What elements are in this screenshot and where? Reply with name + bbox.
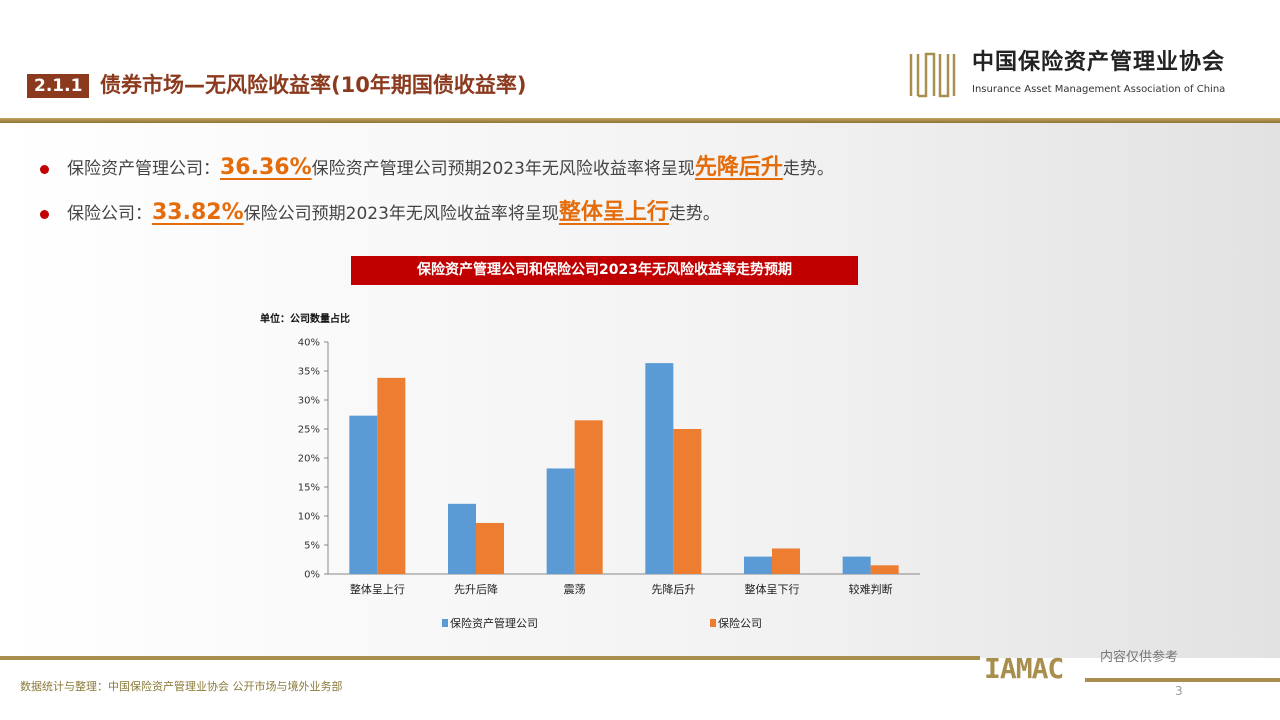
x-tick-label: 整体呈上行 (350, 582, 405, 596)
bar-insurer (574, 420, 603, 574)
bar-insurer (870, 565, 899, 574)
bar-insurer (377, 377, 406, 574)
y-tick-label: 15% (298, 483, 320, 494)
bullet-trend: 整体呈上行 (558, 200, 669, 225)
x-tick-label: 震荡 (564, 583, 586, 596)
x-tick-label: 整体呈下行 (745, 582, 800, 596)
bullet-text: 保险公司预期2023年无风险收益率将呈现 (243, 204, 559, 224)
disclaimer: 内容仅供参考 (1100, 650, 1179, 665)
y-tick-label: 0% (304, 570, 320, 581)
y-tick-label: 10% (298, 512, 320, 523)
bullet-dot-icon (40, 209, 49, 219)
bar-insurer (772, 548, 800, 574)
bullet-suffix: 走势。 (782, 159, 834, 179)
page-title: 债券市场—无风险收益率(10年期国债收益率) (100, 73, 527, 97)
slide-background (0, 122, 1280, 658)
bar-asset-mgmt (349, 415, 378, 574)
unit-label: 单位：公司数量占比 (260, 312, 350, 325)
footer-divider-right (1085, 678, 1280, 682)
section-number: 2.1.1 (27, 74, 90, 98)
bar-insurer (476, 522, 504, 574)
logo-text-cn: 中国保险资产管理业协会 (972, 50, 1226, 75)
bullet-value: 33.82% (152, 200, 244, 225)
bar-asset-mgmt (842, 556, 871, 574)
y-tick-label: 30% (298, 396, 320, 407)
bar-asset-mgmt (448, 503, 476, 574)
bar-asset-mgmt (744, 556, 772, 574)
bar-insurer (673, 429, 702, 574)
legend-label: 保险公司 (718, 616, 762, 630)
bullet-suffix: 走势。 (668, 204, 720, 224)
legend-swatch (442, 619, 448, 627)
iamac-logo-icon (909, 52, 956, 98)
bullet-trend: 先降后升 (694, 155, 783, 180)
legend-label: 保险资产管理公司 (450, 616, 538, 630)
footer-logo: IAMAC (984, 652, 1064, 685)
x-tick-label: 先升后降 (454, 582, 498, 596)
x-tick-label: 较难判断 (849, 582, 893, 596)
bar-asset-mgmt (645, 363, 674, 574)
y-tick-label: 5% (304, 541, 320, 552)
chart-title: 保险资产管理公司和保险公司2023年无风险收益率走势预期 (351, 256, 858, 285)
data-source: 数据统计与整理：中国保险资产管理业协会 公开市场与境外业务部 (20, 680, 343, 693)
bullet-insurer: 保险公司：33.82%保险公司预期2023年无风险收益率将呈现整体呈上行走势。 (40, 198, 720, 228)
header-divider (0, 118, 1280, 123)
y-tick-label: 20% (298, 454, 320, 465)
bullet-dot-icon (40, 164, 49, 174)
page-number: 3 (1175, 684, 1183, 698)
logo-text-en: Insurance Asset Management Association o… (972, 84, 1226, 95)
bar-asset-mgmt (546, 468, 575, 574)
bullet-prefix: 保险公司： (67, 204, 152, 224)
footer-divider (0, 656, 980, 660)
x-tick-label: 先降后升 (651, 582, 695, 596)
bullet-prefix: 保险资产管理公司： (67, 159, 220, 179)
bullet-asset-mgmt: 保险资产管理公司：36.36%保险资产管理公司预期2023年无风险收益率将呈现先… (40, 153, 834, 183)
y-tick-label: 40% (298, 338, 320, 349)
bullet-value: 36.36% (220, 155, 312, 180)
legend-swatch (710, 619, 716, 627)
bullet-text: 保险资产管理公司预期2023年无风险收益率将呈现 (311, 159, 695, 179)
y-tick-label: 35% (298, 367, 320, 378)
y-tick-label: 25% (298, 425, 320, 436)
